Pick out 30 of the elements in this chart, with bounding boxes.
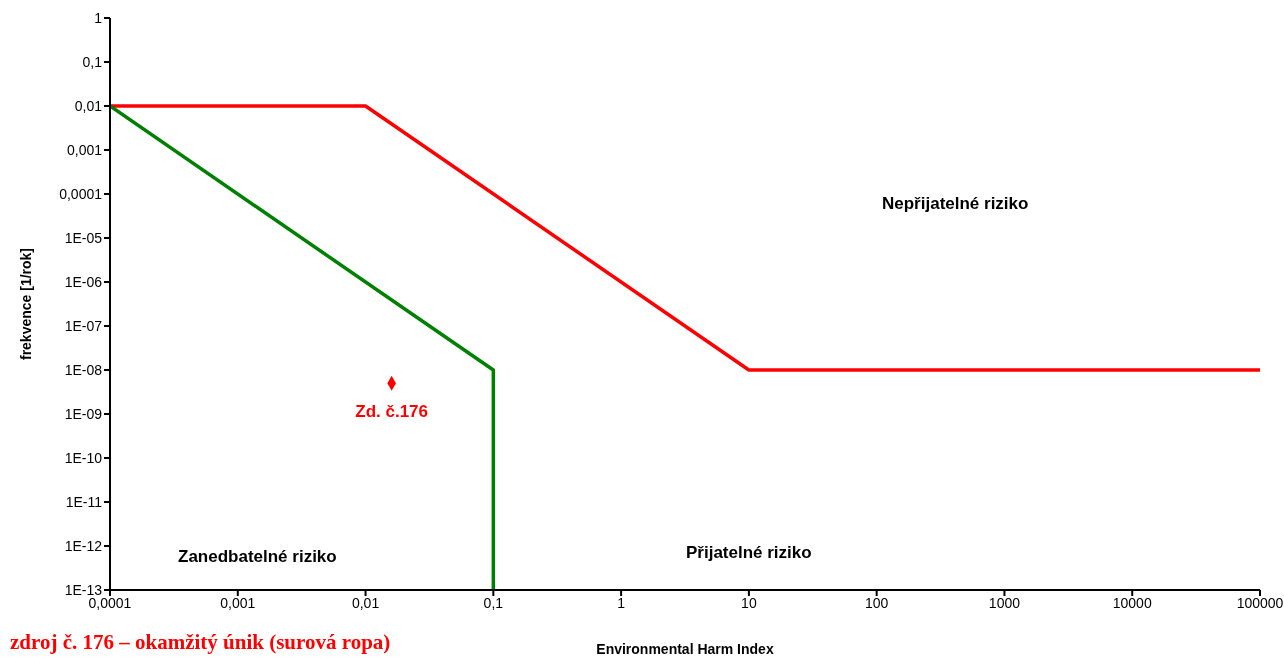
y-tick-label: 1E-13 [64, 581, 103, 598]
y-axis-title: frekvence [1/rok] [17, 247, 34, 361]
annotation: Nepřijatelné riziko [882, 194, 1029, 214]
y-tick-label: 1E-09 [64, 405, 103, 422]
text: zdroj č. 176 – okamžitý únik (surová ropa) [10, 630, 391, 655]
x-tick-label: 10000 [1112, 594, 1152, 611]
y-tick-label: 1E-08 [64, 361, 103, 378]
y-tick-label: 0,01 [74, 97, 103, 114]
x-axis-title: Environmental Harm Index [596, 641, 774, 657]
x-tick-label: 0,1 [483, 594, 504, 611]
y-tick-label: 0,1 [82, 53, 103, 70]
annotation: Přijatelné riziko [686, 543, 812, 563]
x-tick-label: 1 [617, 594, 626, 611]
x-tick-label: 0,001 [220, 594, 256, 611]
series-label: Zd. č.176 [355, 402, 429, 422]
y-tick-label: 1 [94, 9, 103, 26]
x-tick-label: 0,01 [351, 594, 380, 611]
x-tick-label: 100000 [1236, 594, 1284, 611]
x-tick-label: 10 [741, 594, 757, 611]
x-tick-label: 1000 [988, 594, 1021, 611]
y-tick-label: 1E-06 [64, 273, 103, 290]
y-tick-label: 1E-07 [64, 317, 103, 334]
y-tick-label: 1E-12 [64, 537, 103, 554]
y-tick-label: 1E-11 [65, 493, 103, 510]
y-tick-label: 0,0001 [59, 185, 103, 202]
y-tick-label: 1E-10 [64, 449, 103, 466]
y-tick-label: 1E-05 [64, 229, 103, 246]
annotation: Zanedbatelné riziko [178, 547, 337, 567]
y-tick-label: 0,001 [66, 141, 103, 158]
x-tick-label: 100 [864, 594, 889, 611]
